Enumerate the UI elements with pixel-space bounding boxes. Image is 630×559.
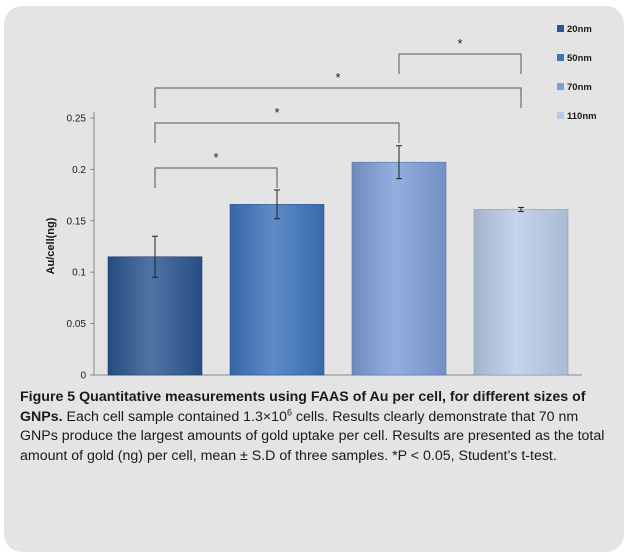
legend: 20nm 50nm 70nm 110nm [557,24,597,122]
caption-text-part1: Each cell sample contained 1.3×10 [62,408,287,425]
error-bars [152,145,524,278]
significance-bracket [398,53,522,74]
y-tick-label: 0 [80,371,86,382]
caption-text-part2: cells. Results clearly demonstrate that … [20,408,605,464]
y-tick-label: 0.1 [72,268,86,279]
legend-label: 50nm [567,53,592,64]
bars [107,161,569,376]
y-axis-label: Au/cell(ng) [45,217,57,274]
y-tick-label: 0.2 [72,165,86,176]
legend-swatch [557,54,564,61]
significance-bracket [154,167,278,188]
legend-label: 110nm [567,111,597,122]
y-tick-label: 0.05 [67,319,87,330]
bar-110nm [473,209,569,376]
figure-panel: 0 0.05 0.1 0.15 0.2 0.25 * * * * 20nm 50nm 70nm 110… [4,6,624,552]
bar-chart: 0 0.05 0.1 0.15 0.2 0.25 * * * * 20nm 50nm 70nm 110… [45,24,597,382]
significance-bracket [154,122,400,143]
legend-swatch [557,83,564,90]
bar-70nm [351,161,447,376]
significance-label: * [335,70,340,85]
legend-label: 70nm [567,82,592,93]
y-tick-label: 0.15 [67,216,87,227]
caption-superscript: 6 [286,406,292,417]
significance-brackets: * * * * [154,36,522,188]
y-ticks: 0 0.05 0.1 0.15 0.2 0.25 [67,114,94,382]
legend-swatch [557,112,564,119]
y-tick-label: 0.25 [67,114,87,125]
significance-bracket [154,87,522,108]
legend-swatch [557,25,564,32]
significance-label: * [274,105,279,120]
significance-label: * [213,150,218,165]
significance-label: * [457,36,462,51]
caption-title: Figure 5 Quantitative measurements using… [20,389,586,425]
figure-caption: Figure 5 Quantitative measurements using… [20,388,616,466]
legend-label: 20nm [567,24,592,35]
bar-50nm [229,204,325,376]
